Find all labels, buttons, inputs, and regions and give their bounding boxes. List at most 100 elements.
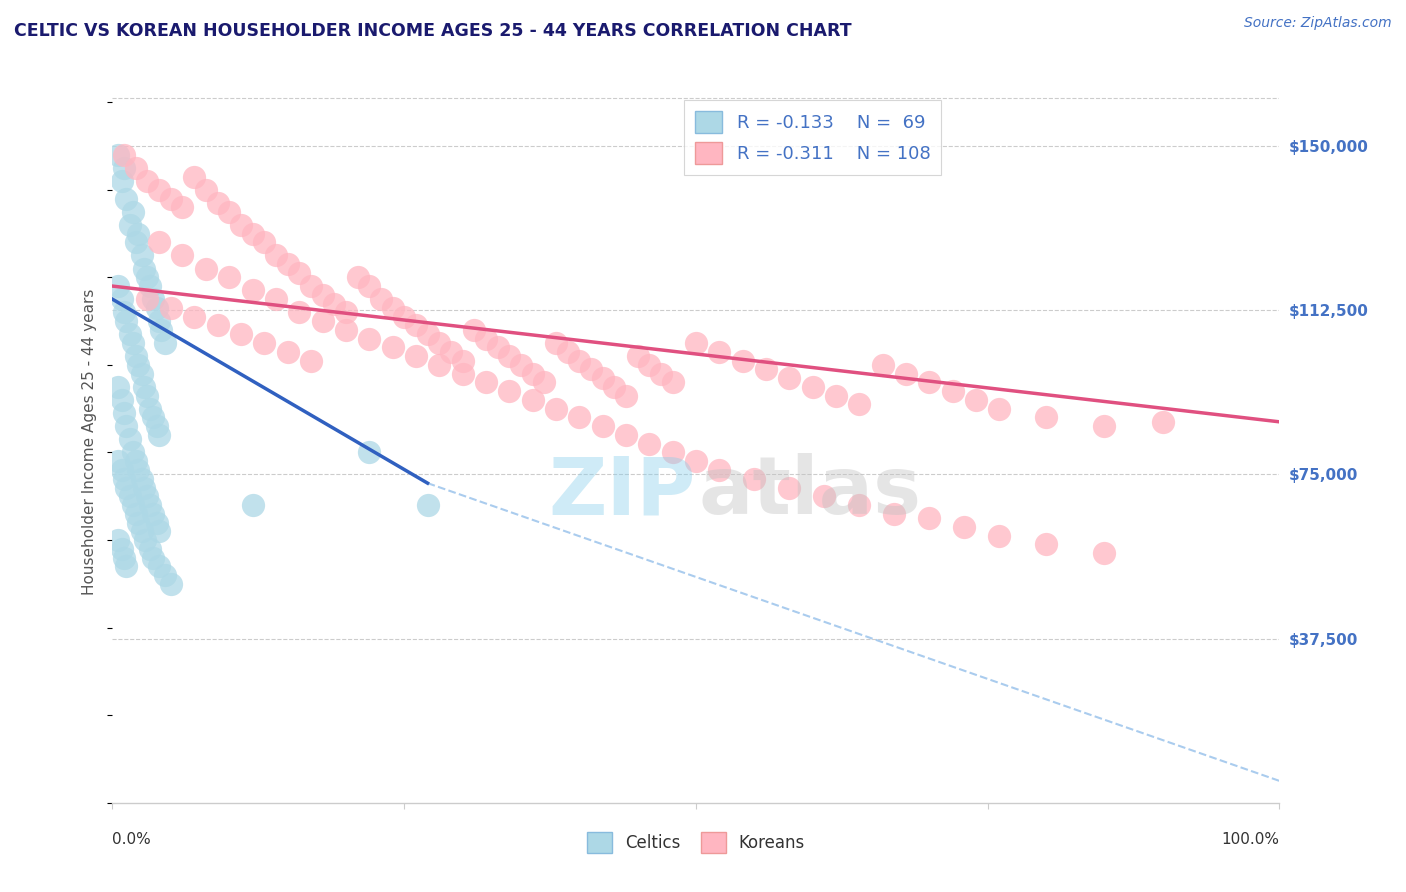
Point [136, 270, 159, 285]
Point [394, 310, 416, 324]
Y-axis label: Householder Income Ages 25 - 44 years: Householder Income Ages 25 - 44 years [82, 288, 97, 595]
Point [463, 323, 485, 337]
Point [731, 353, 754, 368]
Point [451, 353, 474, 368]
Point [883, 507, 905, 521]
Text: 100.0%: 100.0% [1222, 831, 1279, 847]
Point [125, 161, 148, 175]
Point [148, 524, 170, 539]
Point [335, 323, 357, 337]
Point [160, 301, 183, 315]
Point [346, 270, 368, 285]
Point [115, 419, 138, 434]
Point [112, 406, 135, 420]
Point [427, 358, 450, 372]
Text: Source: ZipAtlas.com: Source: ZipAtlas.com [1244, 16, 1392, 30]
Point [323, 296, 346, 310]
Point [112, 305, 135, 319]
Point [544, 336, 567, 351]
Point [801, 380, 824, 394]
Point [127, 227, 149, 241]
Point [288, 266, 311, 280]
Point [127, 463, 149, 477]
Point [685, 336, 707, 351]
Point [111, 174, 134, 188]
Point [111, 392, 134, 407]
Point [107, 533, 129, 547]
Point [122, 336, 145, 351]
Point [132, 261, 155, 276]
Point [112, 147, 135, 161]
Point [125, 235, 148, 250]
Point [142, 292, 165, 306]
Point [125, 507, 148, 521]
Point [544, 401, 567, 416]
Point [146, 419, 169, 434]
Point [416, 327, 439, 342]
Point [132, 481, 155, 495]
Point [127, 358, 149, 372]
Point [965, 392, 987, 407]
Point [813, 489, 835, 503]
Point [194, 261, 217, 276]
Point [148, 314, 170, 328]
Point [359, 445, 381, 459]
Point [107, 279, 129, 293]
Point [370, 292, 392, 306]
Point [276, 257, 298, 271]
Point [825, 388, 848, 402]
Point [988, 401, 1011, 416]
Point [440, 344, 463, 359]
Point [242, 498, 264, 512]
Point [1035, 410, 1057, 425]
Point [381, 340, 404, 354]
Point [132, 380, 155, 394]
Point [111, 541, 134, 556]
Point [150, 323, 173, 337]
Point [118, 327, 141, 342]
Point [299, 353, 322, 368]
Point [139, 401, 162, 416]
Point [451, 367, 474, 381]
Point [533, 376, 555, 390]
Point [172, 200, 194, 214]
Point [139, 541, 162, 556]
Point [661, 376, 683, 390]
Point [229, 327, 252, 342]
Point [778, 371, 800, 385]
Point [264, 292, 287, 306]
Point [942, 384, 965, 399]
Point [603, 380, 626, 394]
Point [299, 279, 322, 293]
Point [1094, 546, 1116, 560]
Point [988, 529, 1011, 543]
Point [848, 397, 870, 411]
Point [148, 235, 170, 250]
Point [131, 472, 153, 486]
Point [557, 344, 579, 359]
Point [650, 367, 672, 381]
Point [107, 380, 129, 394]
Point [218, 270, 240, 285]
Point [142, 507, 165, 521]
Point [131, 367, 153, 381]
Point [486, 340, 509, 354]
Point [136, 292, 159, 306]
Point [498, 384, 520, 399]
Point [592, 419, 614, 434]
Point [146, 516, 169, 530]
Point [416, 498, 439, 512]
Point [148, 428, 170, 442]
Point [122, 204, 145, 219]
Point [627, 349, 650, 363]
Point [242, 284, 264, 298]
Point [218, 204, 240, 219]
Point [276, 344, 298, 359]
Point [122, 445, 145, 459]
Point [107, 454, 129, 468]
Point [405, 318, 427, 333]
Point [592, 371, 614, 385]
Point [172, 248, 194, 262]
Point [685, 454, 707, 468]
Point [475, 332, 498, 346]
